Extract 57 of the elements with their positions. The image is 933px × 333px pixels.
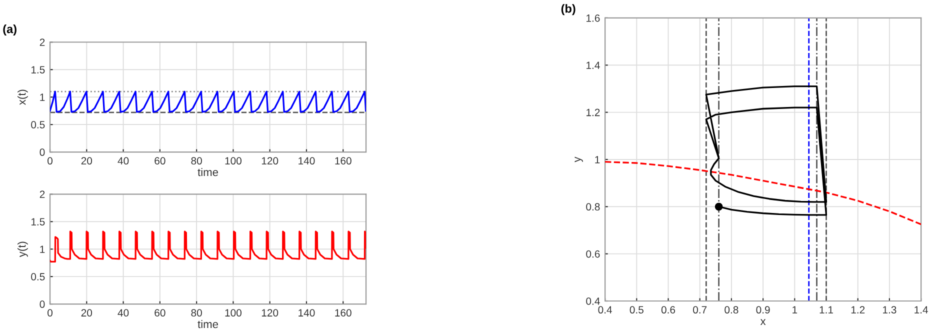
x-tick-label: 0.6 bbox=[661, 306, 676, 314]
y-tick-label: 1 bbox=[40, 94, 45, 101]
y-tick-label: 1.6 bbox=[586, 14, 600, 22]
line-series bbox=[50, 230, 366, 263]
x-tick-label: 80 bbox=[191, 157, 202, 165]
x-tick-label: 100 bbox=[225, 157, 242, 165]
x-tick-label: 160 bbox=[335, 157, 352, 165]
y-tick-label: 1.5 bbox=[31, 66, 45, 74]
x-axis-title: x bbox=[760, 319, 766, 326]
y-tick-label: 0.4 bbox=[586, 298, 600, 305]
y-tick-label: 1 bbox=[40, 246, 45, 253]
x-tick-label: 20 bbox=[81, 157, 92, 165]
x-tick-label: 1 bbox=[792, 306, 798, 314]
y-tick-label: 0 bbox=[40, 148, 45, 156]
x-tick-label: 20 bbox=[81, 309, 92, 317]
x-tick-label: 160 bbox=[335, 309, 352, 317]
x-tick-label: 40 bbox=[118, 309, 129, 317]
x-tick-label: 40 bbox=[118, 157, 129, 165]
x-tick-label: 1.2 bbox=[851, 306, 865, 314]
y-tick-label: 0.5 bbox=[31, 273, 45, 280]
x-tick-label: 0 bbox=[48, 309, 52, 317]
chart-title: (b) bbox=[561, 4, 576, 16]
y-tick-label: 1.4 bbox=[586, 62, 600, 69]
x-tick-label: 60 bbox=[154, 309, 166, 317]
y-axis-title: y bbox=[574, 156, 583, 162]
x-tick-label: 1.3 bbox=[883, 306, 896, 314]
chart-title: (a) bbox=[3, 24, 16, 36]
y-tick-label: 0.8 bbox=[586, 203, 600, 211]
x-tick-label: 60 bbox=[154, 157, 166, 165]
y-tick-label: 1.2 bbox=[586, 108, 600, 116]
x-tick-label: 0.4 bbox=[598, 306, 612, 314]
y-tick-label: 0.6 bbox=[586, 250, 600, 258]
y-tick-label: 2 bbox=[40, 38, 45, 46]
y-tick-label: 0 bbox=[40, 300, 45, 308]
x-tick-label: 1.1 bbox=[820, 306, 833, 314]
x-tick-label: 120 bbox=[262, 309, 278, 317]
line-series bbox=[605, 160, 922, 226]
x-tick-label: 0 bbox=[48, 157, 52, 165]
x-tick-label: 0.5 bbox=[630, 306, 644, 314]
x-tick-label: 0.8 bbox=[724, 306, 738, 314]
x-tick-label: 0.7 bbox=[693, 306, 707, 314]
line-series bbox=[705, 86, 828, 216]
x-tick-label: 140 bbox=[298, 157, 315, 165]
x-tick-label: 140 bbox=[298, 309, 315, 317]
y-axis-title: x(t) bbox=[18, 90, 28, 105]
x-tick-label: 0.9 bbox=[756, 306, 770, 314]
x-tick-label: 80 bbox=[191, 309, 202, 317]
x-tick-label: 100 bbox=[225, 309, 242, 317]
x-axis-title: time bbox=[198, 168, 218, 176]
y-axis-title: y(t) bbox=[18, 242, 28, 258]
y-tick-label: 2 bbox=[40, 190, 45, 198]
y-tick-label: 1.5 bbox=[31, 218, 45, 226]
y-tick-label: 0.5 bbox=[31, 121, 45, 128]
x-axis-title: time bbox=[198, 320, 218, 328]
x-tick-label: 1.4 bbox=[914, 306, 928, 314]
x-tick-label: 120 bbox=[262, 157, 278, 165]
line-series bbox=[50, 90, 366, 113]
